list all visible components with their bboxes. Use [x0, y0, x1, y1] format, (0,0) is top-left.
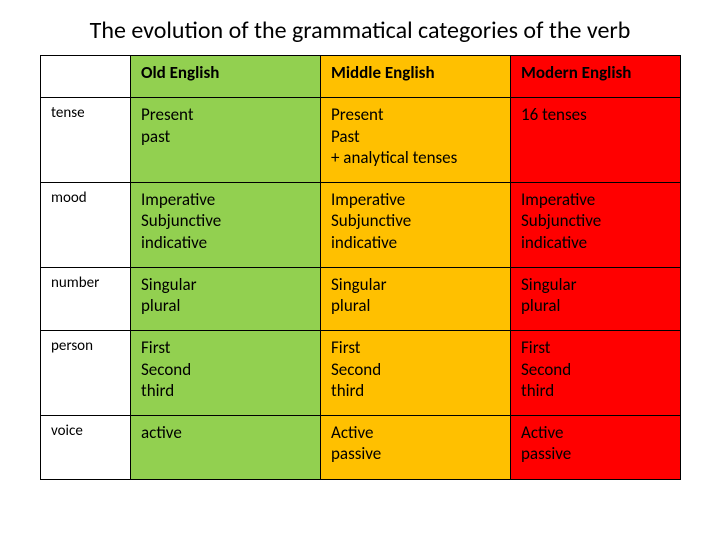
table-row: person FirstSecondthird FirstSecondthird…: [41, 331, 681, 416]
row-label-tense: tense: [41, 98, 131, 183]
header-middle: Middle English: [321, 56, 511, 98]
cell-mood-modern: ImperativeSubjunctiveindicative: [511, 183, 681, 268]
cell-tense-modern: 16 tenses: [511, 98, 681, 183]
grammar-table: Old English Middle English Modern Englis…: [40, 55, 681, 480]
row-label-number: number: [41, 267, 131, 331]
row-label-voice: voice: [41, 416, 131, 480]
cell-mood-middle: ImperativeSubjunctiveindicative: [321, 183, 511, 268]
cell-person-middle: FirstSecondthird: [321, 331, 511, 416]
cell-number-middle: Singularplural: [321, 267, 511, 331]
cell-tense-old: Presentpast: [131, 98, 321, 183]
cell-tense-middle: PresentPast+ analytical tenses: [321, 98, 511, 183]
cell-person-modern: FirstSecondthird: [511, 331, 681, 416]
header-modern: Modern English: [511, 56, 681, 98]
table-row: mood ImperativeSubjunctiveindicative Imp…: [41, 183, 681, 268]
slide: The evolution of the grammatical categor…: [0, 0, 720, 500]
cell-number-modern: Singularplural: [511, 267, 681, 331]
row-label-mood: mood: [41, 183, 131, 268]
cell-number-old: Singularplural: [131, 267, 321, 331]
cell-voice-old: active: [131, 416, 321, 480]
table-header-row: Old English Middle English Modern Englis…: [41, 56, 681, 98]
table-row: tense Presentpast PresentPast+ analytica…: [41, 98, 681, 183]
table-row: number Singularplural Singularplural Sin…: [41, 267, 681, 331]
page-title: The evolution of the grammatical categor…: [40, 16, 680, 45]
cell-voice-modern: Activepassive: [511, 416, 681, 480]
cell-mood-old: ImperativeSubjunctiveindicative: [131, 183, 321, 268]
row-label-person: person: [41, 331, 131, 416]
header-blank: [41, 56, 131, 98]
header-old: Old English: [131, 56, 321, 98]
cell-person-old: FirstSecondthird: [131, 331, 321, 416]
table-row: voice active Activepassive Activepassive: [41, 416, 681, 480]
cell-voice-middle: Activepassive: [321, 416, 511, 480]
